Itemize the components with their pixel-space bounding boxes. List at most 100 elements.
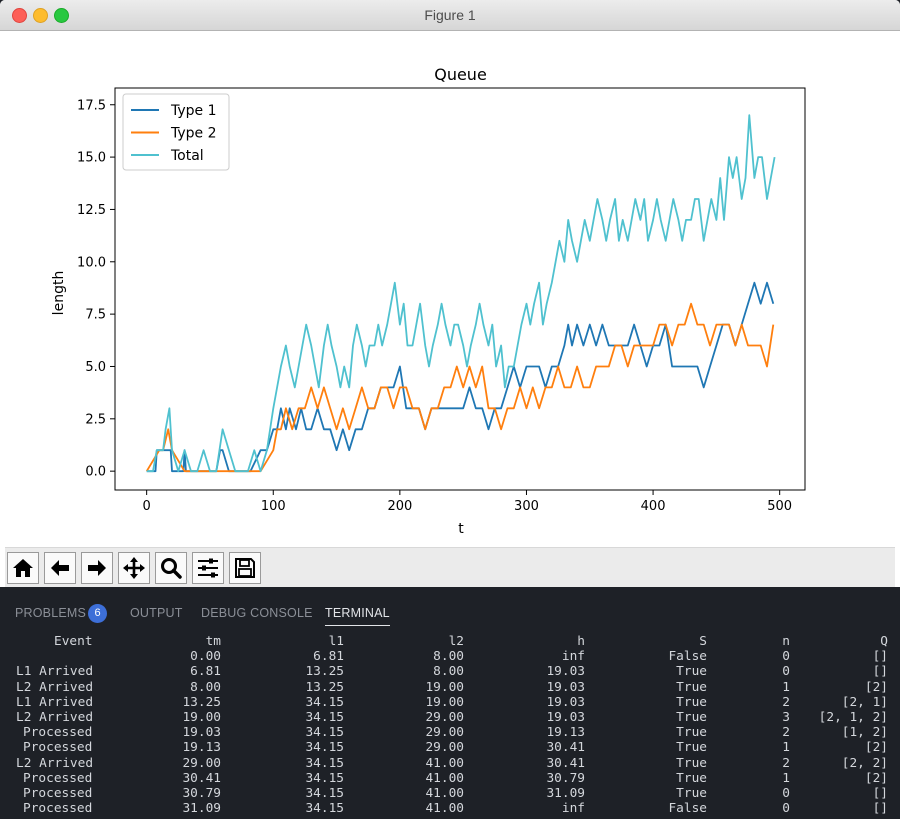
back-button[interactable]	[44, 552, 76, 584]
terminal-cell: 19.03	[546, 664, 585, 680]
terminal-row: L2 Arrived 8.00 13.25 19.00 19.03 True 1 [2]	[0, 680, 900, 695]
terminal-cell-event: Processed	[23, 740, 93, 756]
terminal-cell: 34.15	[305, 801, 344, 817]
terminal-cell: [2, 2]	[841, 755, 888, 771]
terminal-cell: True	[676, 679, 707, 695]
terminal-cell-event: L1 Arrived	[16, 664, 94, 680]
terminal-cell: 29.00	[425, 709, 464, 725]
terminal-cell: 19.03	[546, 679, 585, 695]
pan-button[interactable]	[118, 552, 150, 584]
window-titlebar[interactable]: Figure 1	[0, 0, 900, 31]
forward-button[interactable]	[81, 552, 113, 584]
terminal-cell-event: L1 Arrived	[16, 694, 94, 710]
terminal-cell: 34.15	[305, 785, 344, 801]
terminal-header: h	[577, 634, 585, 649]
terminal-header-row: Event tm l1 l2 h S n Q	[0, 634, 900, 649]
terminal-header: tm	[205, 634, 221, 649]
terminal-row: Processed 31.09 34.15 41.00 inf False 0 []	[0, 801, 900, 816]
configure-subplots-icon	[198, 558, 218, 578]
terminal-cell: 8.00	[433, 664, 464, 680]
legend-label-type-1: Type 1	[170, 103, 217, 119]
tab-output[interactable]: OUTPUT	[130, 606, 183, 620]
save-button[interactable]	[229, 552, 261, 584]
terminal-cell: 19.03	[182, 725, 221, 741]
terminal-cell-event: L2 Arrived	[16, 755, 94, 771]
y-tick-label: 10.0	[77, 255, 106, 270]
minimize-window-button[interactable]	[33, 8, 48, 23]
series-line-total	[146, 114, 776, 473]
terminal-header: l1	[328, 634, 344, 649]
terminal-cell: 13.25	[182, 694, 221, 710]
terminal-cell: 34.15	[305, 725, 344, 741]
y-tick-label: 15.0	[77, 151, 106, 166]
terminal-cell: 1	[782, 770, 790, 786]
window-title: Figure 1	[424, 7, 476, 23]
terminal-cell: 29.00	[182, 755, 221, 771]
terminal-row: L2 Arrived 29.00 34.15 41.00 30.41 True 2 [2, 2…	[0, 756, 900, 771]
terminal-cell: [2]	[864, 740, 888, 756]
terminal-cell: [1, 2]	[841, 725, 888, 741]
terminal-cell: []	[872, 801, 888, 817]
terminal-cell: 2	[782, 725, 790, 741]
terminal-cell: True	[676, 785, 707, 801]
close-window-button[interactable]	[12, 8, 27, 23]
terminal-cell: True	[676, 740, 707, 756]
terminal-cell: 30.79	[546, 770, 585, 786]
terminal-row: Processed 19.03 34.15 29.00 19.13 True 2 [1, 2]	[0, 725, 900, 740]
x-tick-label: 0	[143, 499, 151, 514]
terminal-cell: 19.03	[546, 694, 585, 710]
y-ticks: 0.0 2.5 5.0 7.5 10.0 12.5 15.0 17.5	[77, 98, 115, 480]
y-tick-label: 2.5	[85, 412, 106, 427]
zoom-window-button[interactable]	[54, 8, 69, 23]
terminal-cell: 29.00	[425, 740, 464, 756]
terminal-cell: 34.15	[305, 740, 344, 756]
save-icon	[235, 558, 255, 578]
x-tick-label: 400	[641, 499, 666, 514]
terminal-output[interactable]: Event tm l1 l2 h S n Q 0.00 6.81 8.00 inf Fa…	[0, 634, 900, 816]
terminal-cell: 34.15	[305, 755, 344, 771]
terminal-cell: [2, 1, 2]	[818, 709, 888, 725]
tab-debug-console[interactable]: DEBUG CONSOLE	[201, 606, 313, 620]
terminal-cell: 41.00	[425, 755, 464, 771]
terminal-cell: 34.15	[305, 694, 344, 710]
home-button[interactable]	[7, 552, 39, 584]
terminal-cell: True	[676, 694, 707, 710]
terminal-cell: inf	[561, 649, 585, 665]
y-axis-label: length	[51, 271, 67, 316]
terminal-cell: 2	[782, 755, 790, 771]
y-tick-label: 17.5	[77, 98, 106, 113]
x-tick-label: 300	[514, 499, 539, 514]
terminal-cell: 19.13	[546, 725, 585, 741]
terminal-cell-event: L2 Arrived	[16, 709, 94, 725]
pan-icon	[123, 557, 145, 579]
terminal-row: Processed 19.13 34.15 29.00 30.41 True 1 [2]	[0, 740, 900, 755]
terminal-cell: [2]	[864, 770, 888, 786]
terminal-header: n	[782, 634, 790, 649]
tab-problems[interactable]: PROBLEMS	[15, 606, 87, 620]
terminal-cell-event: Processed	[23, 801, 93, 817]
terminal-cell: False	[668, 649, 707, 665]
terminal-cell: 19.00	[425, 679, 464, 695]
series-line-type-2	[145, 302, 775, 473]
terminal-cell: 41.00	[425, 801, 464, 817]
terminal-cell: 19.03	[546, 709, 585, 725]
figure-canvas[interactable]: Queue t length 0 100 200 300 400 500 0.0 2.5 5.…	[5, 31, 895, 547]
terminal-cell: True	[676, 725, 707, 741]
y-tick-label: 5.0	[85, 360, 106, 375]
terminal-cell: 41.00	[425, 770, 464, 786]
terminal-row: Processed 30.79 34.15 41.00 31.09 True 0 []	[0, 786, 900, 801]
navigation-toolbar	[5, 547, 895, 587]
zoom-button[interactable]	[155, 552, 187, 584]
y-tick-label: 12.5	[77, 203, 106, 218]
tab-terminal[interactable]: TERMINAL	[325, 606, 390, 626]
terminal-cell: 34.15	[305, 770, 344, 786]
terminal-header: S	[699, 634, 707, 649]
panel-tabs: PROBLEMS 6 OUTPUT DEBUG CONSOLE TERMINAL	[0, 598, 900, 630]
configure-subplots-button[interactable]	[192, 552, 224, 584]
figure-window: Figure 1 Queue t length 0 100 200 300 400 500…	[0, 0, 900, 587]
terminal-cell: 0	[782, 785, 790, 801]
terminal-cell: 19.00	[425, 694, 464, 710]
bottom-panel: PROBLEMS 6 OUTPUT DEBUG CONSOLE TERMINAL…	[0, 598, 900, 819]
terminal-cell: inf	[561, 801, 585, 817]
terminal-header: l2	[448, 634, 464, 649]
